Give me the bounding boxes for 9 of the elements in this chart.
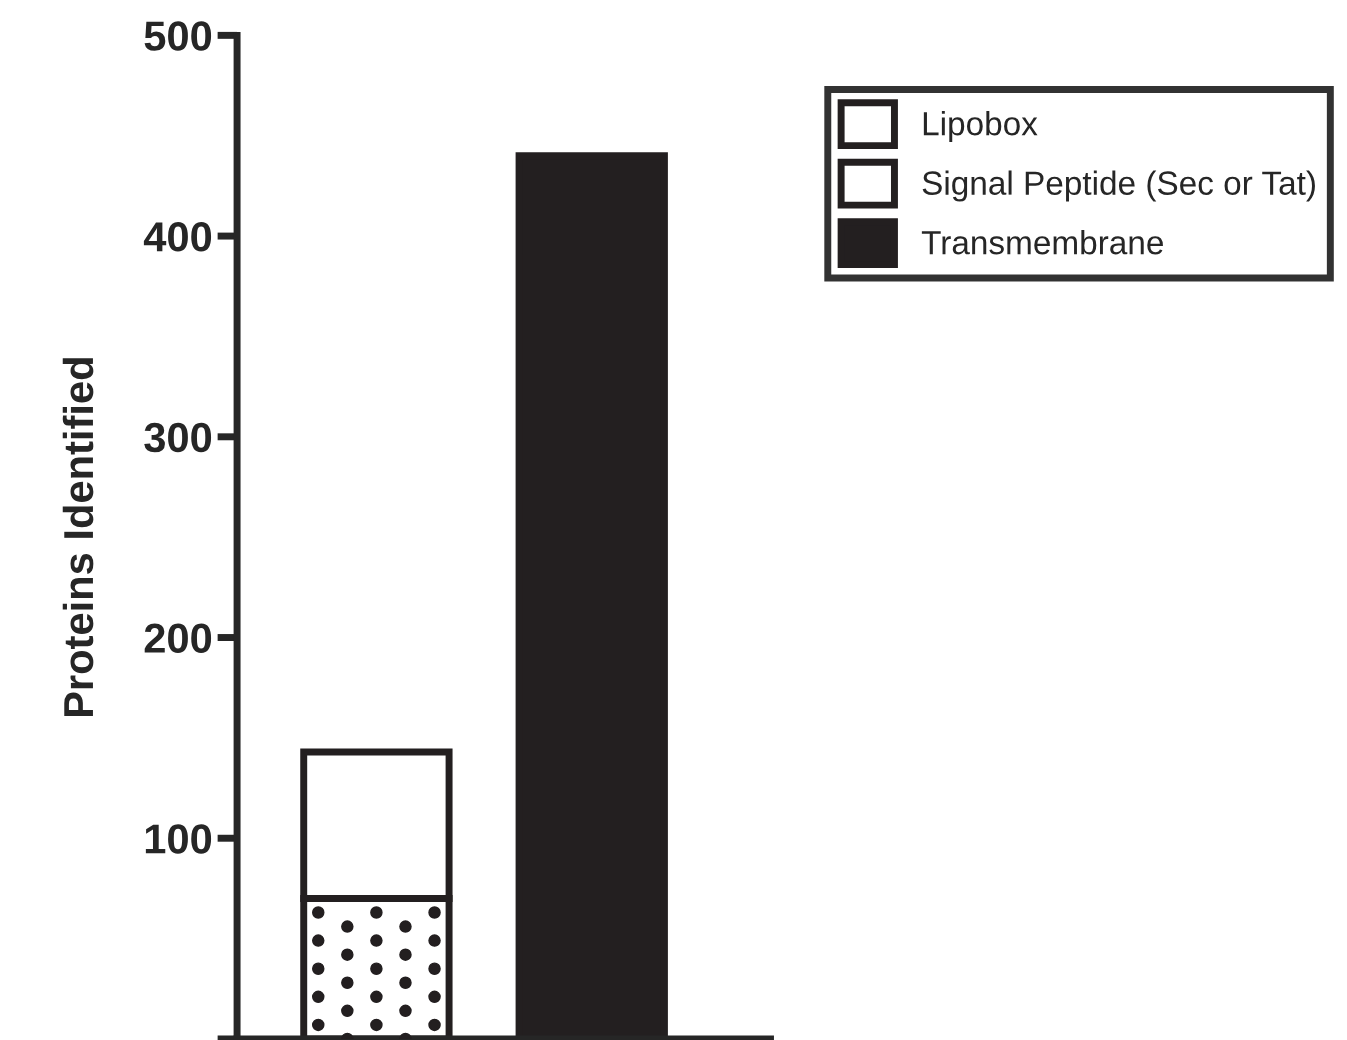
legend-label: Transmembrane	[921, 229, 1163, 255]
y-tick-label: 100	[145, 824, 212, 854]
y-tick-label: 200	[144, 623, 212, 654]
y-tick-label: 500	[144, 21, 212, 51]
y-tick-label: 400	[143, 222, 212, 252]
legend-label: Lipobox	[923, 110, 1038, 143]
legend-label: Signal Peptide (Sec or Tat)	[922, 170, 1315, 202]
y-axis-title: Proteins Identified	[62, 358, 94, 717]
y-tick-label: 300	[144, 422, 212, 453]
